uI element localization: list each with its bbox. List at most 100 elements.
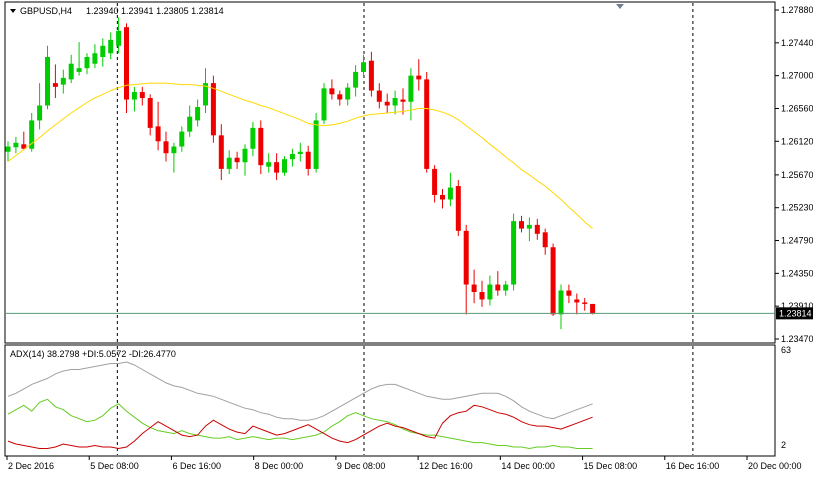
price-axis-label: 1.24350	[781, 268, 813, 278]
bear-candle	[305, 151, 311, 169]
bull-candle	[37, 105, 43, 121]
bull-candle	[108, 39, 114, 54]
bull-candle	[29, 120, 35, 149]
ohlc-values: 1.23940 1.23941 1.23805 1.23814	[86, 6, 224, 16]
bull-candle	[558, 290, 564, 315]
bear-candle	[329, 88, 335, 95]
bull-candle	[242, 148, 248, 163]
bull-candle	[266, 162, 272, 167]
bear-candle	[163, 141, 169, 154]
price-axis-label: 1.24790	[781, 236, 813, 246]
bear-candle	[440, 195, 445, 200]
time-axis-label: 12 Dec 16:00	[419, 461, 473, 471]
bull-candle	[100, 45, 106, 57]
bull-candle	[84, 57, 90, 69]
symbol-label: GBPUSD,H4	[20, 6, 72, 16]
indicator-header: ADX(14) 38.2798 +DI:5.0572 -DI:26.4770	[10, 349, 176, 359]
bull-candle	[116, 30, 122, 46]
bear-candle	[258, 127, 264, 166]
bull-candle	[321, 88, 327, 121]
bear-candle	[124, 27, 129, 100]
bear-candle	[582, 302, 588, 304]
bear-candle	[455, 186, 461, 231]
bull-candle	[179, 131, 185, 147]
bull-candle	[487, 284, 493, 300]
bear-candle	[534, 224, 540, 234]
price-axis-label: 1.23910	[781, 301, 813, 311]
bear-candle	[337, 94, 343, 100]
bear-candle	[52, 83, 58, 87]
bear-candle	[147, 98, 153, 128]
bear-candle	[274, 162, 280, 173]
bull-candle	[5, 146, 11, 152]
bear-candle	[463, 230, 469, 285]
bull-candle	[408, 75, 414, 102]
bear-candle	[21, 144, 27, 149]
bull-candle	[503, 284, 509, 291]
bear-candle	[432, 168, 438, 196]
shift-marker-icon	[616, 4, 624, 9]
current-price-tag	[776, 307, 813, 320]
minus-di-line	[7, 404, 593, 450]
bull-candle	[131, 92, 137, 100]
price-panel-frame	[4, 1, 776, 344]
price-axis-label: 1.25670	[781, 170, 813, 180]
bull-candle	[171, 146, 177, 154]
price-axis-label: 1.26120	[781, 136, 813, 146]
bull-candle	[226, 157, 232, 169]
time-axis-label: 9 Dec 08:00	[337, 461, 386, 471]
bull-candle	[13, 142, 19, 148]
price-axis-label: 1.23470	[781, 334, 813, 344]
bull-candle	[289, 153, 295, 160]
bull-candle	[187, 116, 193, 132]
bull-candle	[447, 187, 453, 200]
time-axis-label: 16 Dec 16:00	[666, 461, 720, 471]
bull-candle	[526, 224, 532, 229]
indicator-axis-label: 63	[781, 345, 791, 355]
bull-candle	[282, 159, 287, 173]
bull-candle	[361, 62, 366, 72]
bull-candle	[353, 71, 359, 88]
current-price-label: 1.23814	[779, 308, 812, 318]
time-axis-label: 14 Dec 00:00	[501, 461, 555, 471]
time-axis-label: 15 Dec 08:00	[584, 461, 638, 471]
time-axis-label: 8 Dec 00:00	[255, 461, 304, 471]
bull-candle	[203, 83, 208, 106]
bear-candle	[519, 221, 524, 229]
time-axis-label: 6 Dec 16:00	[172, 461, 221, 471]
time-axis-label: 5 Dec 08:00	[90, 461, 139, 471]
bear-candle	[368, 60, 374, 91]
bull-candle	[92, 53, 98, 64]
bear-candle	[218, 135, 224, 169]
bull-candle	[345, 87, 351, 100]
price-axis-label: 1.27440	[781, 38, 813, 48]
bull-candle	[45, 57, 50, 106]
bear-candle	[574, 299, 580, 303]
bull-candle	[392, 98, 398, 106]
bull-candle	[68, 63, 74, 80]
price-axis-label: 1.25230	[781, 203, 813, 213]
price-axis-label: 1.27880	[781, 5, 813, 15]
bull-candle	[60, 77, 66, 85]
moving-average-line	[7, 82, 593, 229]
bear-candle	[376, 90, 382, 102]
bear-candle	[400, 99, 406, 102]
bear-candle	[384, 101, 390, 106]
price-axis-label: 1.27000	[781, 71, 813, 81]
bear-candle	[479, 292, 485, 300]
bull-candle	[511, 221, 517, 285]
bear-candle	[210, 83, 216, 136]
bull-candle	[76, 68, 82, 72]
collapse-arrow-icon	[10, 9, 16, 13]
time-axis-label: 2 Dec 2016	[8, 461, 54, 471]
bear-candle	[550, 247, 556, 315]
bull-candle	[297, 151, 303, 154]
bear-candle	[416, 75, 422, 80]
bull-candle	[195, 106, 201, 121]
bear-candle	[471, 284, 477, 292]
indicator-panel-frame	[4, 344, 776, 457]
bear-candle	[234, 157, 240, 163]
plus-di-line	[7, 398, 593, 450]
